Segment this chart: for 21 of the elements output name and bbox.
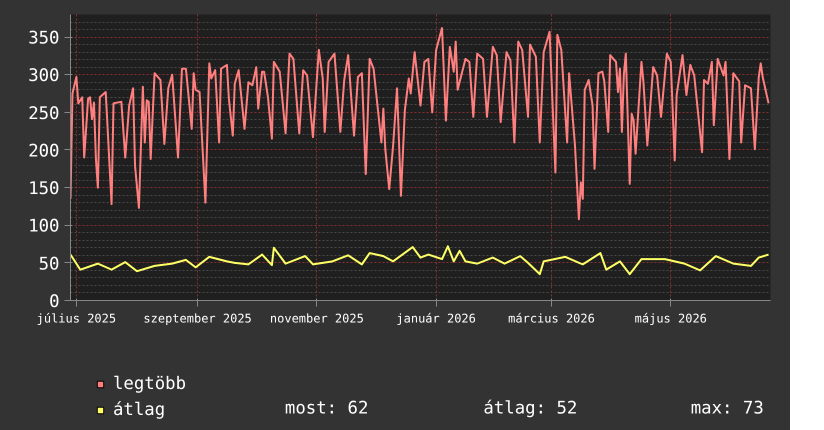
y-tick-label: 300 [28,66,60,86]
x-tick-label: május 2026 [634,312,707,326]
text: max: 73 [690,398,764,418]
text: most: 62 [284,398,368,418]
line-series [70,27,770,220]
legend-label: legtöbb [113,374,186,394]
x-tick-label: szeptember 2025 [143,312,252,326]
x-tick-label: március 2026 [508,312,595,326]
x-tick-label: január 2026 [396,312,476,326]
x-tick-label: november 2025 [270,312,364,326]
legend-label: átlag [113,400,166,420]
y-tick-label: 100 [28,216,60,237]
y-tick-label: 250 [28,104,60,124]
y-tick-label: 50 [38,254,60,274]
line-series [70,245,770,276]
y-tick-label: 0 [49,292,60,312]
y-tick-label: 200 [28,141,60,162]
text: átlag: 52 [483,398,578,418]
y-tick-label: 150 [28,179,60,200]
x-tick-label: július 2025 [36,312,116,326]
y-tick-label: 350 [28,28,60,49]
